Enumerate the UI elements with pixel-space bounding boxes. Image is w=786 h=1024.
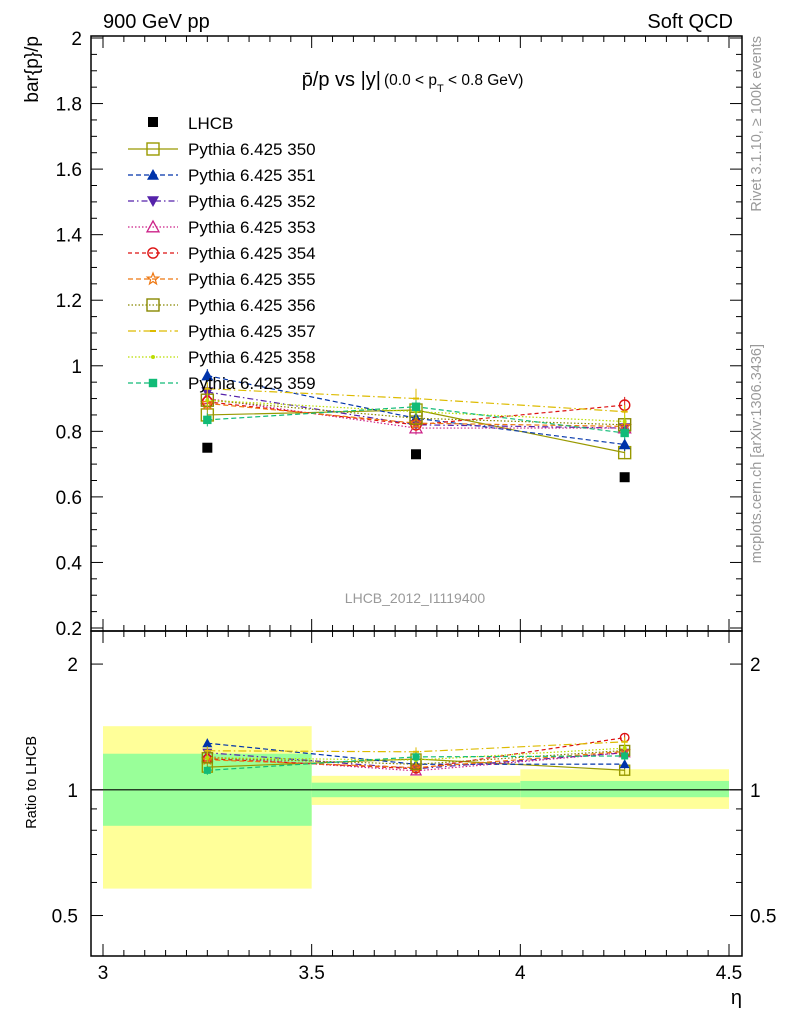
main-y-tick-label: 1.4	[56, 226, 83, 247]
ratio-point-8	[622, 746, 627, 751]
legend-label-6: Pythia 6.425 356	[188, 296, 316, 315]
ratio-point-8	[205, 755, 210, 760]
legend-marker-6	[146, 298, 160, 312]
legend-label-2: Pythia 6.425 352	[188, 192, 316, 211]
main-y-tick-label: 0.2	[56, 619, 82, 640]
plot-title-cut: (0.0 < pT < 0.8 GeV)	[384, 72, 523, 95]
ratio-y-tick-label-right: 0.5	[750, 907, 776, 928]
x-tick-labels: 3 3.5 4 4.5	[98, 963, 743, 984]
ratio-y-tick-label: 0.5	[52, 907, 78, 928]
series-line-2	[207, 391, 625, 429]
ratio-y-tick-label: 1	[67, 781, 78, 802]
ratio-point-9	[203, 766, 211, 774]
legend-marker-data	[148, 117, 158, 127]
legend-label-3: Pythia 6.425 353	[188, 218, 316, 237]
ratio-point-9	[621, 752, 629, 760]
ratio-y-axis-label: Ratio to LHCB	[24, 736, 40, 829]
ratio-point-9	[412, 753, 420, 761]
x-tick-label: 4.5	[716, 963, 742, 984]
ratio-y-tick-label-right: 2	[750, 655, 761, 676]
main-plot: 0.2 0.4 0.6 0.8 1 1.2 1.4 1.6 1.8 2	[56, 29, 743, 640]
legend-marker-1	[147, 169, 159, 180]
main-y-tick-label: 2	[71, 29, 82, 50]
ratio-y-tick-label: 2	[67, 655, 78, 676]
rivet-label: Rivet 3.1.10, ≥ 100k events	[749, 36, 765, 212]
mcplots-label: mcplots.cern.ch [arXiv:1306.3436]	[749, 344, 765, 563]
series-point-9	[203, 415, 212, 425]
ratio-plot: 0.5 0.5 1 1 2 2	[52, 630, 776, 957]
x-tick-label: 3	[98, 963, 109, 984]
ratio-line-2	[207, 752, 625, 770]
plot-title-cut-sub: T	[437, 83, 444, 95]
legend-label-1: Pythia 6.425 351	[188, 166, 316, 185]
legend-label-0: Pythia 6.425 350	[188, 140, 316, 159]
series-point-8	[622, 419, 627, 424]
main-y-tick-label: 0.4	[56, 553, 83, 574]
ratio-band-green-2	[520, 780, 729, 798]
main-y-tick-label: 0.6	[56, 488, 82, 509]
legend-marker-8	[151, 355, 155, 359]
series-point-5	[408, 415, 424, 430]
series-point-1	[201, 369, 214, 381]
legend-label-9: Pythia 6.425 359	[188, 374, 316, 393]
data-point	[202, 442, 213, 453]
series-point-8	[205, 398, 210, 403]
legend-marker-4	[147, 247, 159, 259]
main-y-tick-label: 1.8	[56, 95, 82, 116]
legend-label-8: Pythia 6.425 358	[188, 348, 316, 367]
legend-marker-2	[147, 196, 159, 207]
series-point-9	[411, 402, 421, 411]
ratio-point-1	[202, 738, 213, 748]
series-point-9	[620, 428, 629, 438]
plot-title: p̄/p vs |y|	[302, 69, 381, 91]
ratio-point-1	[619, 759, 630, 769]
legend-marker-9	[148, 378, 158, 388]
plot-title-cut-end: < 0.8 GeV)	[444, 72, 524, 89]
legend-label-data: LHCB	[188, 114, 233, 133]
plot-title-cut-start: (0.0 < p	[384, 72, 437, 89]
main-y-axis-label: bar{p}/p	[22, 36, 43, 103]
main-y-tick-label: 1	[71, 357, 82, 378]
data-point	[411, 449, 421, 460]
legend-marker-5	[145, 271, 161, 286]
x-tick-label: 3.5	[298, 963, 324, 984]
x-axis-label: η	[731, 987, 742, 1009]
legend-label-7: Pythia 6.425 357	[188, 322, 316, 341]
legend-marker-0	[146, 142, 160, 156]
main-y-tick-label: 0.8	[56, 422, 82, 443]
ratio-y-tick-label-right: 1	[750, 781, 761, 802]
legend-label-4: Pythia 6.425 354	[188, 244, 316, 263]
legend-marker-3	[145, 219, 161, 233]
header-right: Soft QCD	[647, 11, 733, 33]
analysis-watermark: LHCB_2012_I1119400	[345, 590, 486, 606]
main-y-tick-label: 1.6	[56, 160, 82, 181]
legend: LHCB Pythia 6.425 350 Pythia 6.425 351 Pyth…	[128, 114, 316, 393]
series-point-1	[618, 438, 631, 450]
header-left: 900 GeV pp	[103, 11, 210, 33]
x-tick-label: 4	[515, 963, 526, 984]
data-point	[619, 472, 630, 483]
legend-label-5: Pythia 6.425 355	[188, 270, 316, 289]
main-y-tick-label: 1.2	[56, 291, 82, 312]
